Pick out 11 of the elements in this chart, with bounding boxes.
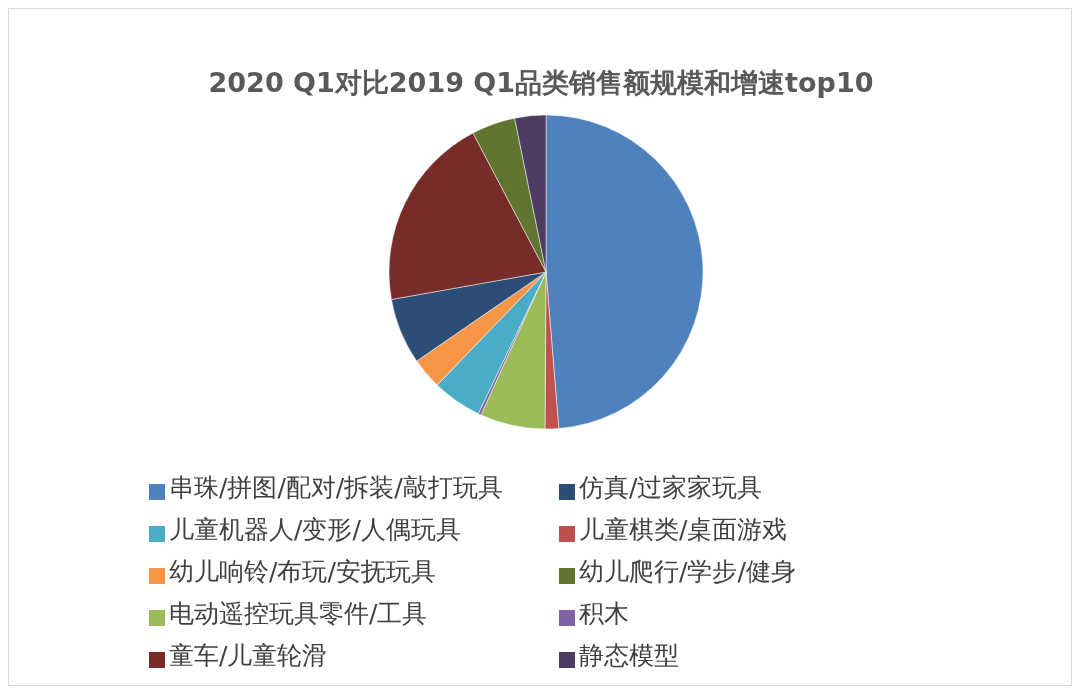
legend-label: 幼儿爬行/学步/健身 [579, 557, 796, 586]
legend-label: 幼儿响铃/布玩/安抚玩具 [169, 557, 436, 586]
legend-label: 儿童棋类/桌面游戏 [579, 515, 788, 544]
chart-title: 2020 Q1对比2019 Q1品类销售额规模和增速top10 [207, 66, 875, 100]
legend-label: 仿真/过家家玩具 [579, 473, 763, 502]
legend-label: 积木 [579, 599, 629, 628]
legend-label: 串珠/拼图/配对/拆装/敲打玩具 [169, 473, 503, 502]
legend-label: 童车/儿童轮滑 [169, 641, 328, 670]
legend-label: 静态模型 [579, 641, 679, 670]
legend-label: 儿童机器人/变形/人偶玩具 [169, 515, 461, 544]
legend-label: 电动遥控玩具零件/工具 [169, 599, 428, 628]
